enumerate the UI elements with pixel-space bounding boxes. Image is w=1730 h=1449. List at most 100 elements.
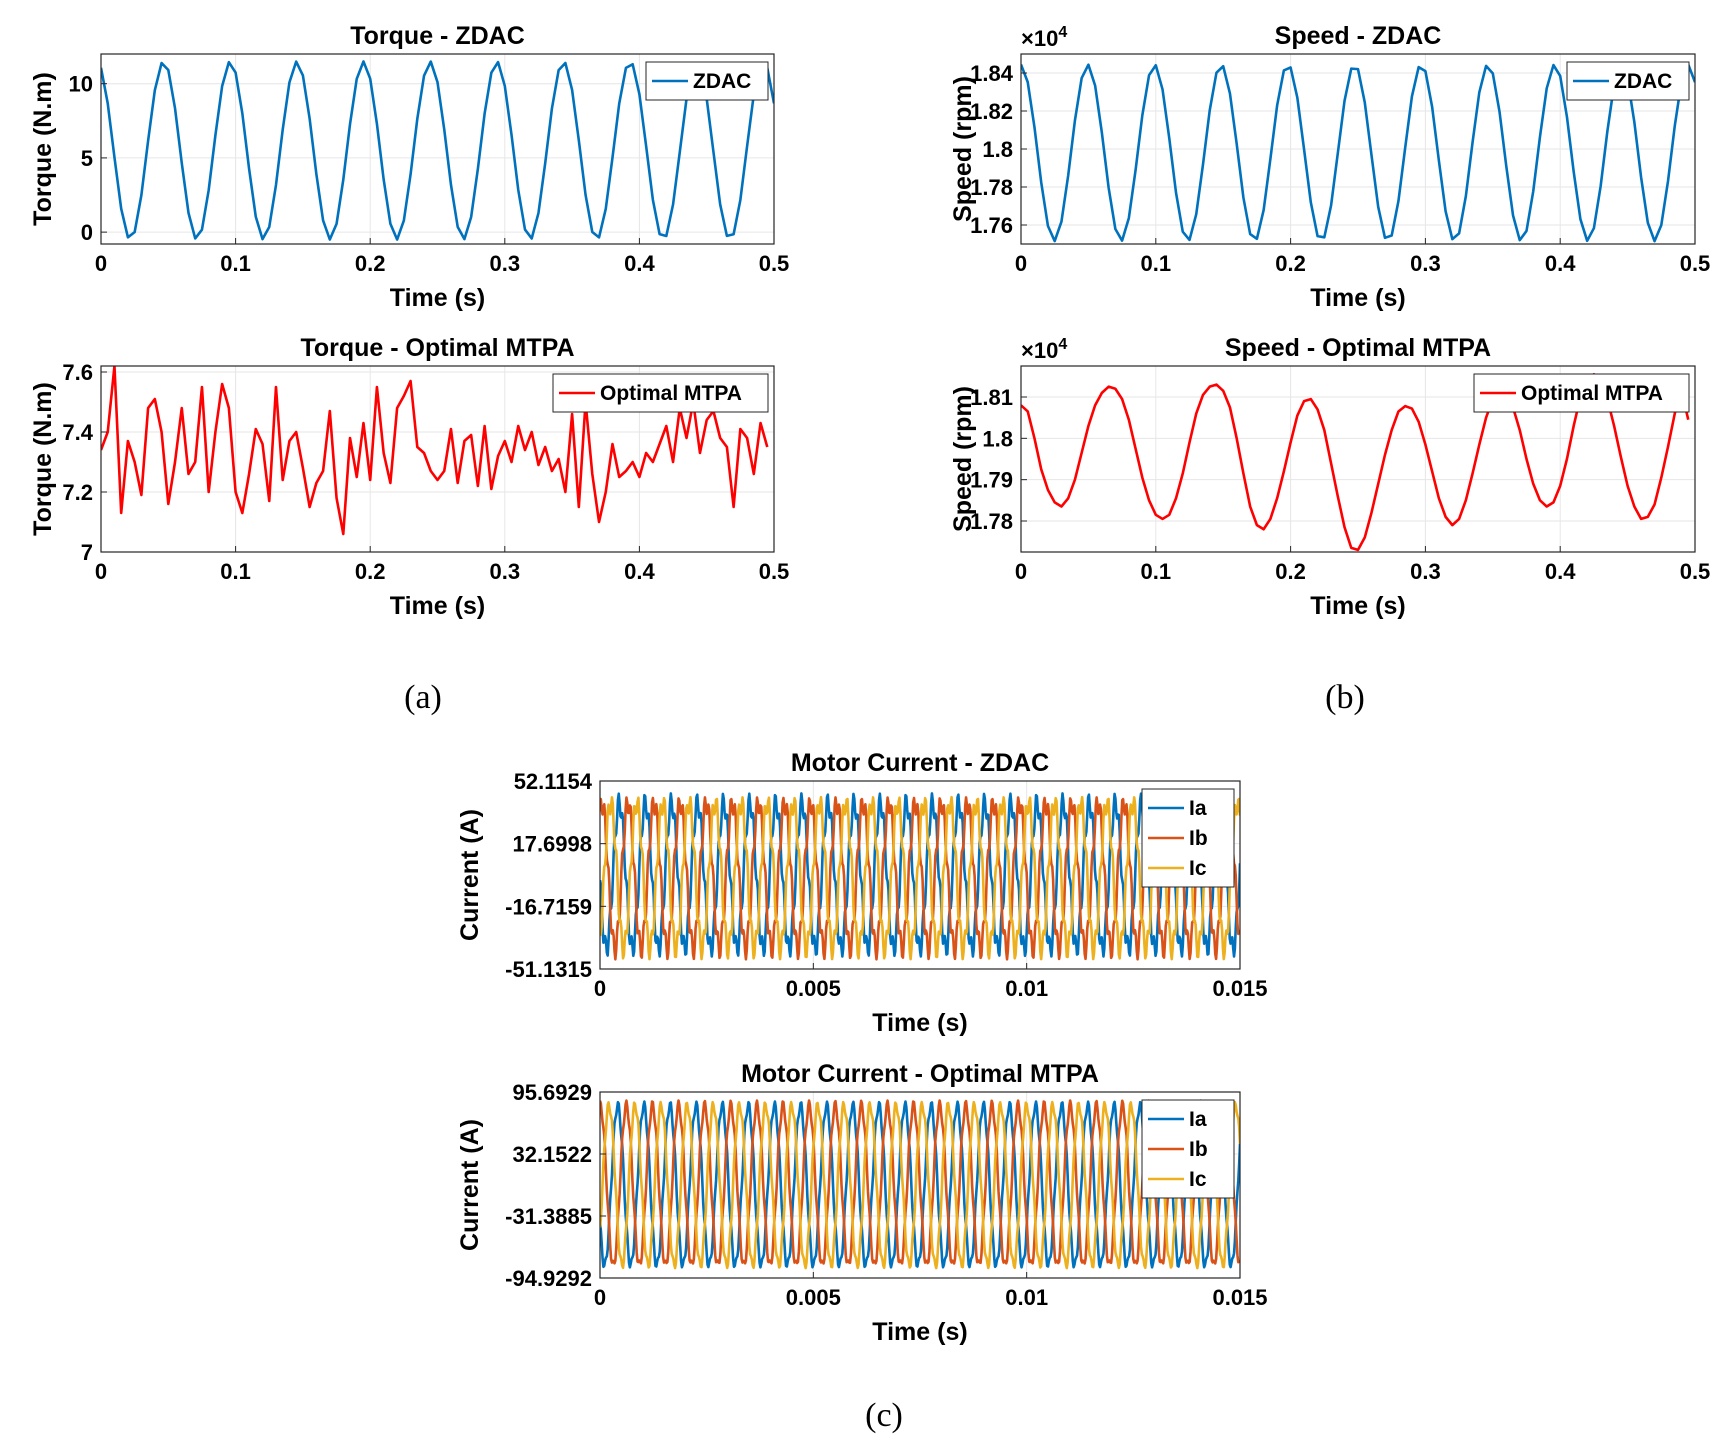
y-tick-label: 1.76 <box>970 213 1013 238</box>
x-tick-label: 0.1 <box>220 559 251 584</box>
y-tick-label: 17.6998 <box>512 832 592 857</box>
y-tick-label: 32.1522 <box>512 1142 592 1167</box>
y-tick-label: 7.6 <box>62 360 93 385</box>
x-tick-label: 0.2 <box>355 251 386 276</box>
series-line-ic <box>600 1100 1240 1270</box>
legend: Ia Ib Ic <box>1141 1099 1235 1199</box>
y-tick-label: 7.2 <box>62 480 93 505</box>
panel-label-a: (a) <box>404 679 442 716</box>
series-line-ib <box>600 1099 1240 1265</box>
y-tick-label: 1.81 <box>970 385 1013 410</box>
y-tick-label: 1.78 <box>970 509 1013 534</box>
y-tick-label: -31.3885 <box>505 1204 592 1229</box>
legend-label: Ia <box>1189 797 1207 820</box>
y-axis-label: Current (A) <box>456 809 484 941</box>
x-tick-label: 0.2 <box>355 559 386 584</box>
y-tick-label: -51.1315 <box>505 957 592 982</box>
x-tick-label: 0.1 <box>1141 559 1172 584</box>
chart-title: Speed - ZDAC <box>1275 22 1442 50</box>
chart-title: Motor Current - ZDAC <box>791 749 1049 777</box>
x-axis-label: Time (s) <box>390 592 485 620</box>
legend-label: Ic <box>1189 857 1207 880</box>
x-tick-label: 0 <box>1015 251 1027 276</box>
chart-title: Speed - Optimal MTPA <box>1225 334 1491 362</box>
series-line-zdac <box>1021 63 1695 243</box>
legend: Optimal MTPA <box>552 373 769 413</box>
x-tick-label: 0.3 <box>1410 559 1441 584</box>
x-axis-label: Time (s) <box>390 284 485 312</box>
x-tick-label: 0.01 <box>1005 1285 1048 1310</box>
legend-label: Ib <box>1189 827 1208 850</box>
x-tick-label: 0.5 <box>1680 559 1711 584</box>
legend-label: Optimal MTPA <box>600 382 742 405</box>
legend: Optimal MTPA <box>1473 373 1690 413</box>
x-tick-label: 0.3 <box>490 559 521 584</box>
x-tick-label: 0.3 <box>490 251 521 276</box>
y-axis-label: Speed (rpm) <box>949 76 977 222</box>
y-tick-label: 7 <box>81 540 93 565</box>
x-tick-label: 0.3 <box>1410 251 1441 276</box>
x-tick-label: 0.015 <box>1212 1285 1267 1310</box>
chart-title: Motor Current - Optimal MTPA <box>741 1060 1099 1088</box>
y-tick-label: 1.78 <box>970 175 1013 200</box>
chart-title: Torque - Optimal MTPA <box>300 334 574 362</box>
exponent-label: ×104 <box>1021 24 1067 51</box>
y-tick-label: 10 <box>69 72 93 97</box>
chart-speed-mtpa: 0 0.1 0.2 0.3 0.4 0.5 1.78 1.79 1.8 1.81 Speed - O… <box>949 334 1710 620</box>
axes-box <box>599 780 1241 970</box>
y-tick-label: 1.82 <box>970 99 1013 124</box>
legend: ZDAC <box>645 61 769 101</box>
x-axis-label: Time (s) <box>872 1318 967 1346</box>
x-tick-label: 0.5 <box>1680 251 1711 276</box>
y-tick-label: 1.8 <box>982 137 1013 162</box>
x-tick-label: 0 <box>594 1285 606 1310</box>
y-tick-label: -94.9292 <box>505 1266 592 1291</box>
y-tick-label: 5 <box>81 146 93 171</box>
chart-title: Torque - ZDAC <box>350 22 525 50</box>
x-tick-label: 0.2 <box>1275 251 1306 276</box>
legend-label: Ia <box>1189 1108 1207 1131</box>
x-tick-label: 0 <box>95 559 107 584</box>
exponent-label: ×104 <box>1021 336 1067 363</box>
x-tick-label: 0.4 <box>1545 251 1576 276</box>
x-tick-label: 0.4 <box>624 559 655 584</box>
x-tick-label: 0.2 <box>1275 559 1306 584</box>
x-tick-label: 0 <box>95 251 107 276</box>
x-tick-label: 0.1 <box>1141 251 1172 276</box>
x-tick-label: 0.005 <box>786 976 841 1001</box>
y-axis-label: Torque (N.m) <box>29 72 57 226</box>
panel-label-c: (c) <box>865 1397 903 1434</box>
axes-box <box>100 365 775 553</box>
chart-area: 0 0.1 0.2 0.3 0.4 0.5 0 5 10 Torque - ZDAC Time (s… <box>29 22 1710 1346</box>
y-axis-label: Speed (rpm) <box>949 386 977 532</box>
x-tick-label: 0.1 <box>220 251 251 276</box>
chart-torque-zdac: 0 0.1 0.2 0.3 0.4 0.5 0 5 10 Torque - ZDAC Time (s… <box>29 22 789 312</box>
y-axis-label: Current (A) <box>456 1119 484 1251</box>
series-line-ia <box>600 1100 1240 1269</box>
panel-label-b: (b) <box>1325 679 1365 716</box>
x-axis-label: Time (s) <box>872 1009 967 1037</box>
x-tick-label: 0.5 <box>759 559 790 584</box>
legend-label: Optimal MTPA <box>1521 382 1663 405</box>
x-tick-label: 0.01 <box>1005 976 1048 1001</box>
legend: ZDAC <box>1566 61 1690 101</box>
y-tick-label: 95.6929 <box>512 1080 592 1105</box>
series-line-zdac <box>101 60 774 241</box>
legend-label: ZDAC <box>693 70 751 93</box>
x-tick-label: 0.4 <box>1545 559 1576 584</box>
axes-box <box>1020 365 1696 553</box>
y-axis-label: Torque (N.m) <box>29 382 57 536</box>
y-tick-label: 52.1154 <box>514 769 593 794</box>
chart-current-mtpa: 0 0.005 0.01 0.015 -94.9292 -31.3885 32.1522 95… <box>456 1060 1268 1346</box>
x-tick-label: 0 <box>594 976 606 1001</box>
x-axis-label: Time (s) <box>1310 284 1405 312</box>
y-tick-label: 0 <box>81 220 93 245</box>
y-tick-label: -16.7159 <box>505 894 592 919</box>
chart-torque-mtpa: 0 0.1 0.2 0.3 0.4 0.5 7 7.2 7.4 7.6 Torque - Optim… <box>29 334 789 620</box>
axes-box <box>599 1091 1241 1279</box>
chart-speed-zdac: 0 0.1 0.2 0.3 0.4 0.51.761.781.81.821.84Speed… <box>949 22 1710 312</box>
series-line-ic <box>600 795 1240 961</box>
x-tick-label: 0 <box>1015 559 1027 584</box>
x-axis-label: Time (s) <box>1310 592 1405 620</box>
